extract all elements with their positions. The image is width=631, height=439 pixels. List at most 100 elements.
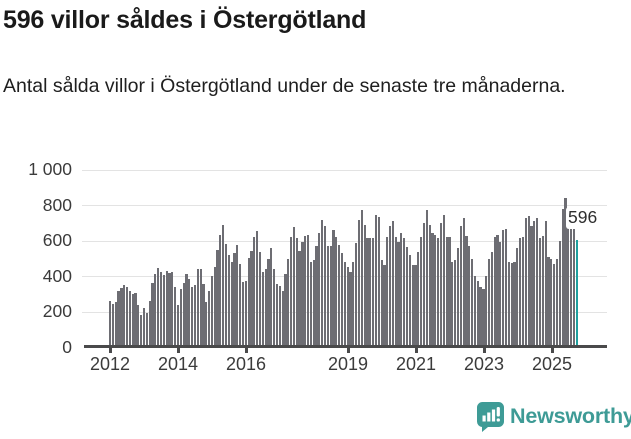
bar <box>270 248 273 346</box>
bar <box>499 241 502 346</box>
bar <box>516 248 519 346</box>
bar <box>244 280 247 346</box>
bar <box>411 265 414 346</box>
bar <box>363 224 366 346</box>
x-tick-mark <box>551 348 554 353</box>
bar <box>329 245 332 346</box>
y-tick-label: 200 <box>42 301 72 321</box>
bar <box>258 251 262 346</box>
bar <box>524 218 527 346</box>
bar <box>456 248 460 346</box>
bar <box>377 217 380 346</box>
bar <box>462 218 465 346</box>
bar <box>442 214 445 346</box>
bar <box>213 267 216 346</box>
bar <box>154 273 157 346</box>
bar <box>533 221 536 346</box>
bar <box>298 251 301 346</box>
bar <box>182 283 185 346</box>
bar <box>224 244 228 346</box>
bar <box>233 252 236 346</box>
x-tick-label: 2023 <box>463 354 505 374</box>
bar <box>287 258 290 346</box>
bar <box>309 261 312 346</box>
bar <box>473 275 477 346</box>
bar <box>567 212 570 346</box>
bar <box>482 289 485 346</box>
bar <box>185 273 188 346</box>
newsworthy-logo-icon <box>476 402 504 432</box>
bar <box>301 241 304 346</box>
bar <box>547 256 550 346</box>
bar <box>510 262 513 346</box>
bar <box>428 224 431 346</box>
bar <box>417 251 420 346</box>
bar <box>369 237 372 346</box>
x-tick-mark <box>483 348 486 353</box>
bar <box>191 286 194 346</box>
y-tick-label: 800 <box>42 194 72 215</box>
bar <box>159 272 163 346</box>
bar <box>513 261 516 346</box>
bar <box>343 262 346 346</box>
bar <box>148 300 151 346</box>
bar <box>114 301 117 346</box>
bar <box>346 267 349 346</box>
x-tick-label: 2019 <box>327 354 369 374</box>
bar <box>391 221 394 346</box>
bar <box>451 261 454 346</box>
bar <box>205 301 208 346</box>
bar <box>210 275 213 346</box>
bar <box>372 238 375 346</box>
bar <box>292 227 296 346</box>
x-tick-mark <box>109 348 112 353</box>
bar <box>162 274 165 346</box>
bar <box>306 234 310 346</box>
x-tick-label: 2012 <box>89 354 131 374</box>
bar <box>275 283 279 346</box>
bar <box>561 208 564 346</box>
bar <box>422 222 426 346</box>
bar <box>247 257 250 346</box>
bar <box>261 271 264 346</box>
bar <box>366 238 369 346</box>
bar <box>123 285 126 346</box>
x-tick-mark <box>177 348 180 353</box>
bar <box>397 241 400 346</box>
bar <box>179 289 182 346</box>
bar <box>408 255 411 346</box>
bar <box>109 301 112 346</box>
bar <box>476 280 479 346</box>
bar <box>541 235 544 346</box>
bar <box>241 282 245 346</box>
bar <box>507 261 510 346</box>
bar <box>216 250 219 346</box>
bar <box>357 219 361 346</box>
bar <box>490 251 493 346</box>
bar <box>219 234 222 346</box>
bar <box>400 233 403 346</box>
bar <box>572 226 575 346</box>
bar <box>550 258 553 346</box>
bar <box>340 253 344 346</box>
latest-value-label: 596 <box>566 207 600 229</box>
page-title: 596 villor såldes i Östergötland <box>3 6 367 34</box>
bar <box>544 221 547 346</box>
bar <box>388 226 392 346</box>
bar <box>168 273 171 346</box>
bar <box>111 304 115 346</box>
bar <box>493 237 496 346</box>
brand-name: Newsworthy <box>510 404 631 428</box>
bar <box>485 276 488 346</box>
bar <box>355 243 358 346</box>
bar <box>439 223 443 346</box>
bar <box>434 234 437 346</box>
x-tick-mark <box>347 348 350 353</box>
bar <box>335 236 338 346</box>
bar <box>120 288 123 346</box>
bar <box>151 283 154 346</box>
bar <box>140 315 143 346</box>
bar <box>553 263 556 346</box>
